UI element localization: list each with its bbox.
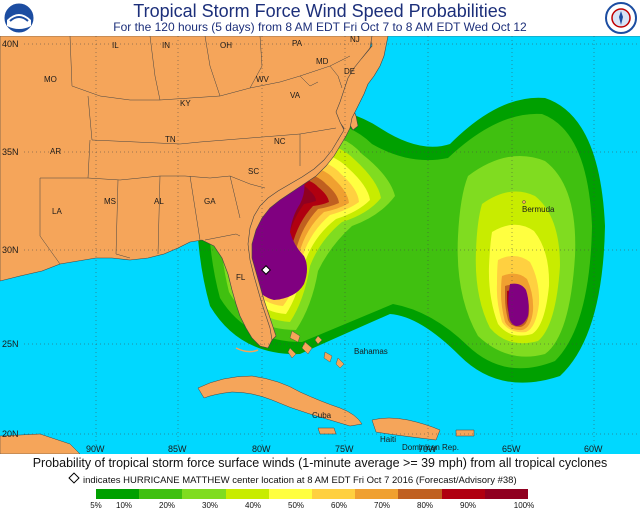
diamond-marker-icon [68,472,80,484]
state-label: DE [344,67,355,76]
state-label: AL [154,197,164,206]
yucatan [0,433,81,455]
lat-lon-grid [24,36,640,448]
state-label: MD [316,57,329,66]
header: Tropical Storm Force Wind Speed Probabil… [0,0,640,36]
lat-label: 35N [2,147,19,157]
us-gulf-states [0,35,373,349]
legend-swatch [268,489,313,499]
lon-label: 75W [335,444,354,454]
legend-label: 40% [244,501,262,510]
state-label: MS [104,197,116,206]
state-label: WV [256,75,270,84]
storm-center-marker [261,265,271,275]
state-label: FL [236,273,246,282]
marker-note-text: indicates HURRICANE MATTHEW center locat… [83,475,517,486]
state-label: VA [290,91,301,100]
longitude-labels: 90W 85W 80W 75W 70W 65W 60W [86,444,603,454]
state-label: NC [274,137,286,146]
puerto-rico [455,429,475,437]
florida-keys [235,347,259,353]
legend-swatch [312,489,356,499]
state-label: MO [44,75,57,84]
map-caption: Probability of tropical storm force surf… [32,456,608,470]
haiti-label: Haiti [380,435,396,444]
state-label: KY [180,99,191,108]
cuba [197,375,363,427]
legend-label: 60% [330,501,348,510]
lon-label: 60W [584,444,603,454]
legend-swatch [484,489,529,499]
legend-label: 80% [416,501,434,510]
legend-label: 50% [287,501,305,510]
page-subtitle: For the 120 hours (5 days) from 8 AM EDT… [113,20,527,34]
lat-label: 30N [2,245,19,255]
state-label: NJ [350,36,360,44]
jamaica [317,427,337,435]
marker-note: indicates HURRICANE MATTHEW center locat… [68,472,517,487]
legend-swatch [355,489,399,499]
state-label: IN [162,41,170,50]
probability-map: 40N 35N 30N 25N 20N 90W 85W 80W 75W 70W … [0,35,640,455]
legend-label: 70% [373,501,391,510]
bermuda-label: Bermuda [522,205,555,214]
lat-label: 40N [2,39,19,49]
legend-swatch [96,489,140,499]
lon-label: 80W [252,444,271,454]
nws-logo-icon [605,2,637,34]
dominican-rep-label: Dominican Rep. [402,443,459,452]
bermuda-island [522,200,526,204]
legend-labels: 5% 10% 20% 30% 40% 50% 60% 70% 80% 90% 1… [0,501,640,511]
lon-label: 65W [502,444,521,454]
legend-swatch [441,489,485,499]
page-title: Tropical Storm Force Wind Speed Probabil… [133,1,507,21]
latitude-labels: 40N 35N 30N 25N 20N [2,39,19,439]
legend-swatch [139,489,183,499]
legend-label: 10% [115,501,133,510]
state-label: PA [292,39,303,48]
lon-label: 90W [86,444,105,454]
state-label: AR [50,147,61,156]
hispaniola [371,417,441,441]
us-land-body [0,35,389,343]
place-labels: Bermuda Bahamas Cuba Haiti Dominican Rep… [312,205,555,452]
state-label: TN [165,135,176,144]
state-label: LA [52,207,62,216]
legend-swatch [182,489,226,499]
legend-color-bar [96,489,529,499]
legend-label: 30% [201,501,219,510]
lon-label: 85W [168,444,187,454]
legend-label: 20% [158,501,176,510]
legend-swatch [225,489,269,499]
bahamas-label: Bahamas [354,347,388,356]
state-borders [39,35,351,265]
state-label: IL [112,41,119,50]
state-label: GA [204,197,216,206]
lon-label: 70W [418,444,437,454]
legend-label: 5% [90,501,102,510]
state-label: OH [220,41,232,50]
state-label: SC [248,167,259,176]
state-labels: IL IN OH PA NJ MD DE MO KY WV VA AR TN N… [44,35,360,282]
legend-swatch [398,489,442,499]
lat-label: 20N [2,429,19,439]
bahamas-islands [287,330,345,369]
lat-label: 25N [2,339,19,349]
noaa-logo-icon [3,2,35,34]
legend-label: 90% [459,501,477,510]
legend-label: 100% [513,501,535,510]
cuba-label: Cuba [312,411,332,420]
